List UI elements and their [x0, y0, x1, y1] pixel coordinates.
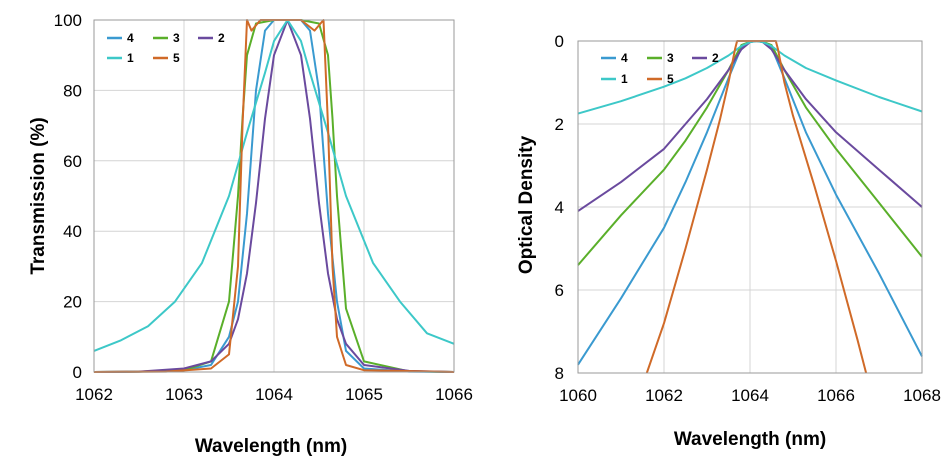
x-tick-label: 1068: [903, 386, 941, 405]
series-line-1: [93, 19, 455, 352]
y-tick-label: 0: [73, 363, 82, 382]
x-axis-title: Wavelength (nm): [195, 436, 347, 457]
x-tick-label: 1063: [165, 385, 203, 404]
y-axis-title: Optical Density: [516, 135, 537, 274]
plot-frame: [577, 40, 923, 374]
legend: 4 3 2 1 5: [601, 51, 719, 86]
legend-item-5: 5: [153, 51, 180, 65]
legend-item-3: 3: [153, 31, 180, 45]
legend-label: 4: [127, 31, 134, 45]
legend-item-2: 2: [692, 51, 719, 65]
y-tick-label: 60: [63, 152, 82, 171]
legend-label: 5: [667, 72, 674, 86]
series-line-2: [93, 19, 455, 373]
legend-label: 4: [621, 51, 628, 65]
y-tick-label: 20: [63, 293, 82, 312]
y-tick-label: 4: [555, 198, 564, 217]
legend-item-1: 1: [601, 72, 628, 86]
y-tick-label: 8: [555, 364, 564, 383]
y-tick-label: 2: [555, 115, 564, 134]
legend-item-2: 2: [198, 31, 225, 45]
plot-frame: [93, 19, 455, 373]
x-tick-label: 1065: [345, 385, 383, 404]
transmission-chart: 1062 1063 1064 1065 1066 0 20 40 60 80 100 Wavelen…: [28, 11, 473, 457]
optical-density-chart: 1060 1062 1064 1066 1068 0 2 4 6 8 Wavelength (nm…: [516, 32, 941, 450]
legend-label: 1: [127, 51, 134, 65]
y-tick-label: 80: [63, 81, 82, 100]
legend-item-1: 1: [107, 51, 134, 65]
legend-item-5: 5: [647, 72, 674, 86]
y-axis-title: Transmission (%): [28, 117, 49, 274]
legend-item-4: 4: [601, 51, 628, 65]
legend-label: 2: [218, 31, 225, 45]
x-tick-label: 1066: [817, 386, 855, 405]
y-tick-label: 0: [555, 32, 564, 51]
x-tick-label: 1062: [75, 385, 113, 404]
legend-label: 2: [712, 51, 719, 65]
x-tick-label: 1064: [731, 386, 769, 405]
y-tick-label: 6: [555, 281, 564, 300]
legend-label: 1: [621, 72, 628, 86]
legend-item-3: 3: [647, 51, 674, 65]
x-tick-label: 1064: [255, 385, 293, 404]
y-tick-label: 40: [63, 222, 82, 241]
x-axis-title: Wavelength (nm): [674, 429, 826, 450]
y-tick-label: 100: [54, 11, 82, 30]
legend-label: 3: [667, 51, 674, 65]
legend-item-4: 4: [107, 31, 134, 45]
x-tick-label: 1062: [645, 386, 683, 405]
x-tick-label: 1066: [435, 385, 473, 404]
legend: 4 3 2 1 5: [107, 31, 225, 65]
legend-label: 3: [173, 31, 180, 45]
x-tick-label: 1060: [559, 386, 597, 405]
legend-label: 5: [173, 51, 180, 65]
